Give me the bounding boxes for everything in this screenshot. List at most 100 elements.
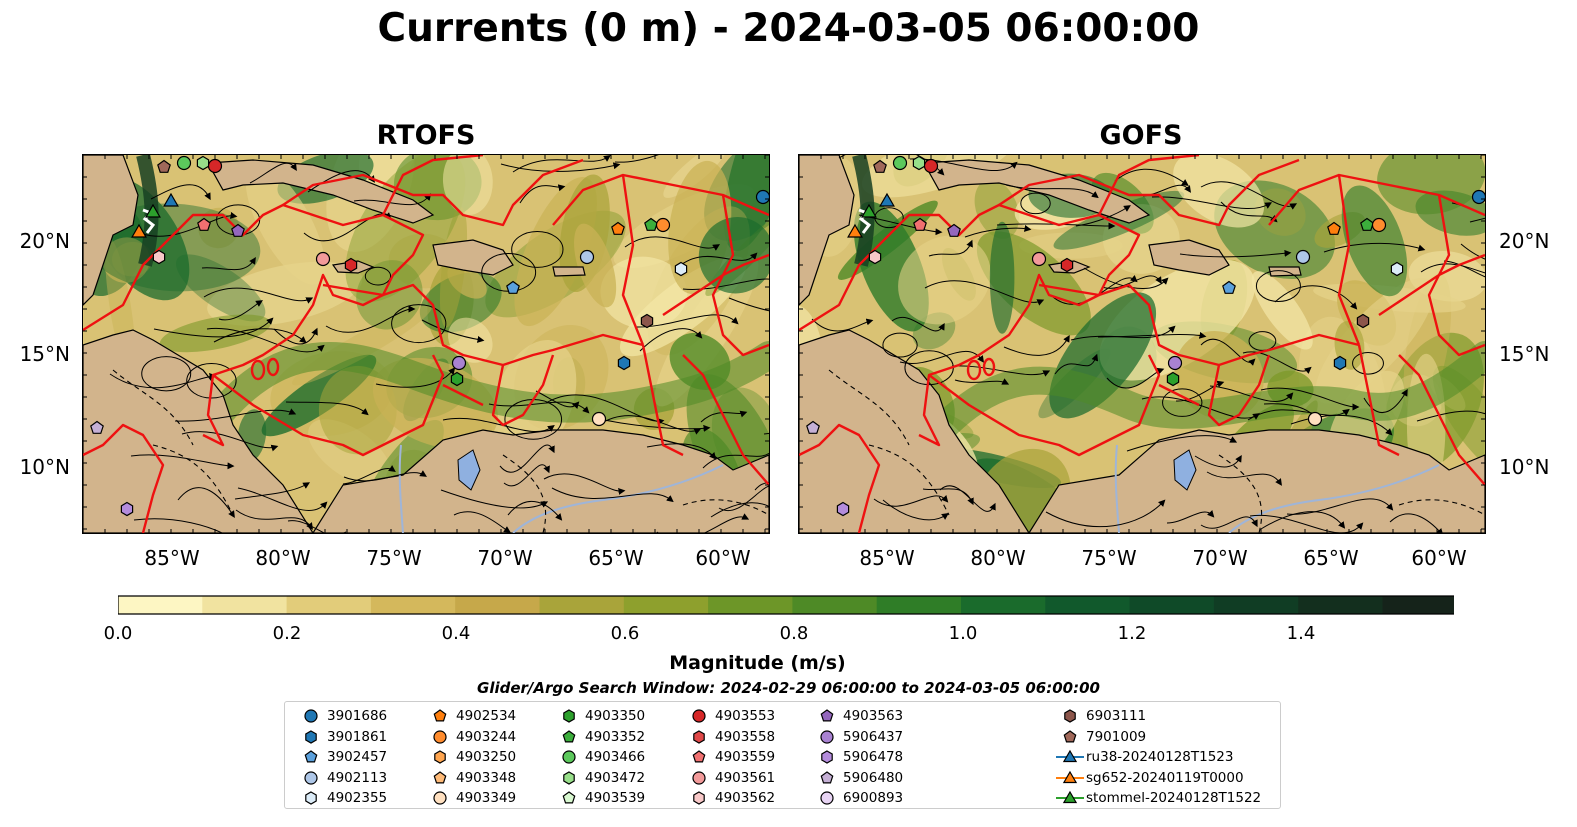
map-rtofs-canvas xyxy=(83,155,769,533)
river xyxy=(1228,464,1440,533)
float-legend-icon xyxy=(433,709,447,722)
glider-marker-sg652 xyxy=(847,223,863,238)
colorbar-tick: 0.6 xyxy=(610,623,640,644)
legend-item-label: 3901861 xyxy=(327,728,388,745)
lon-tick: 85°W xyxy=(859,546,915,570)
argo-float-marker xyxy=(451,355,467,371)
argo-float-marker xyxy=(579,249,595,265)
argo-floats xyxy=(90,155,769,517)
legend-item-label: 4902113 xyxy=(327,769,388,786)
argo-float-marker xyxy=(644,217,658,231)
argo-float-marker xyxy=(197,217,211,231)
legend-item-label: 4903562 xyxy=(715,790,776,807)
argo-float-marker xyxy=(892,155,908,171)
legend-item-label: 3901686 xyxy=(327,708,388,724)
float-legend-icon xyxy=(820,709,834,722)
glider-marker-sg652 xyxy=(131,223,147,238)
colorbar-segment xyxy=(370,596,456,614)
argo-float-marker xyxy=(1327,221,1341,235)
legend-item-label: 4903539 xyxy=(585,790,646,807)
argo-float-marker xyxy=(1166,371,1180,387)
panel-title-gofs: GOFS xyxy=(1099,120,1183,151)
argo-float-marker xyxy=(1167,355,1183,371)
panel-title-rtofs: RTOFS xyxy=(376,120,476,151)
float-legend-icon xyxy=(433,729,447,744)
caribbean-current-band xyxy=(169,341,769,479)
legend-item-label: 5906437 xyxy=(843,728,904,745)
float-legend-icon xyxy=(434,750,446,764)
float-legend-icon xyxy=(304,771,318,785)
colorbar-tick: 1.4 xyxy=(1286,623,1316,644)
argo-float-marker xyxy=(1360,217,1374,231)
legend-item-label: 4903250 xyxy=(456,749,517,766)
float-legend-icon xyxy=(304,750,318,763)
lon-tick: 75°W xyxy=(1081,546,1137,570)
colorbar-segment xyxy=(286,596,372,614)
glider-marker-ru38 xyxy=(879,192,895,207)
legend-item-label: 5906480 xyxy=(843,769,904,786)
float-legend-icon xyxy=(820,791,834,805)
glider-marker-stommel xyxy=(145,203,161,218)
legend-item-label: 4903559 xyxy=(715,749,776,766)
figure-title: Currents (0 m) - 2024-03-05 06:00:00 xyxy=(377,6,1200,51)
map-gofs xyxy=(798,154,1486,534)
legend: 3901686 3901861 3902457 4902113 4902355 49025… xyxy=(284,701,1281,809)
lon-tick: 60°W xyxy=(1411,546,1467,570)
argo-floats xyxy=(806,155,1485,517)
argo-float-marker xyxy=(207,158,223,174)
colorbar-segment xyxy=(961,596,1046,614)
lon-tick: 85°W xyxy=(144,546,200,570)
colorbar-tick: 0.4 xyxy=(441,623,471,644)
glider-marker-ru38 xyxy=(163,192,179,207)
argo-float-marker xyxy=(1060,257,1074,273)
colorbar-segment xyxy=(792,596,878,614)
map-gofs-canvas xyxy=(799,155,1485,533)
argo-float-marker xyxy=(1031,251,1047,267)
legend-item-label: 4903349 xyxy=(456,790,517,807)
legend-item-label: 4903558 xyxy=(715,728,776,745)
colorbar-segment xyxy=(1382,596,1454,614)
lat-tick: 10°N xyxy=(19,455,70,479)
argo-float-marker xyxy=(231,223,245,237)
eez-boundaries xyxy=(83,155,769,533)
colorbar-segment xyxy=(876,596,962,614)
lon-tick: 80°W xyxy=(255,546,311,570)
glider-tracks xyxy=(131,192,179,238)
argo-float-marker xyxy=(913,217,927,231)
lake-maracaibo xyxy=(1173,449,1197,491)
argo-float-marker xyxy=(1222,280,1236,294)
legend-item-label: 3902457 xyxy=(327,749,388,766)
float-legend-icon xyxy=(1063,729,1077,743)
argo-float-marker xyxy=(1333,355,1347,371)
colorbar-segment xyxy=(1213,596,1299,614)
glider-tracks xyxy=(847,192,895,238)
argo-float-marker xyxy=(1390,261,1404,277)
search-window-caption: Glider/Argo Search Window: 2024-02-29 06… xyxy=(477,679,1100,697)
argo-float-marker xyxy=(315,251,331,267)
eez-boundaries xyxy=(799,155,1485,533)
streamlines xyxy=(811,155,1485,533)
argo-float-marker xyxy=(120,501,134,517)
float-legend-icon xyxy=(821,750,833,764)
lon-tick: 80°W xyxy=(970,546,1026,570)
argo-float-marker xyxy=(591,411,607,427)
legend-item-label: sg652-20240119T0000 xyxy=(1086,769,1244,786)
legend-item-label: 4903348 xyxy=(456,769,517,786)
float-legend-icon xyxy=(433,771,447,784)
river xyxy=(512,464,724,533)
glider-legend-icon xyxy=(1056,770,1084,783)
legend-item-label: 4903350 xyxy=(585,708,646,724)
argo-float-marker xyxy=(1356,313,1370,329)
float-legend-icon xyxy=(820,729,834,744)
colorbar-segment xyxy=(623,596,709,614)
glider-marker-stommel xyxy=(861,203,877,218)
argo-float-marker xyxy=(196,155,210,171)
colorbar-tick: 0.2 xyxy=(272,623,302,644)
colorbar-segment xyxy=(708,596,793,614)
glider-legend-icon xyxy=(1056,791,1084,804)
argo-float-marker xyxy=(873,159,887,173)
lon-tick: 70°W xyxy=(1192,546,1248,570)
float-legend-icon xyxy=(562,750,576,764)
argo-float-marker xyxy=(1471,189,1485,205)
lake-maracaibo xyxy=(457,449,481,491)
